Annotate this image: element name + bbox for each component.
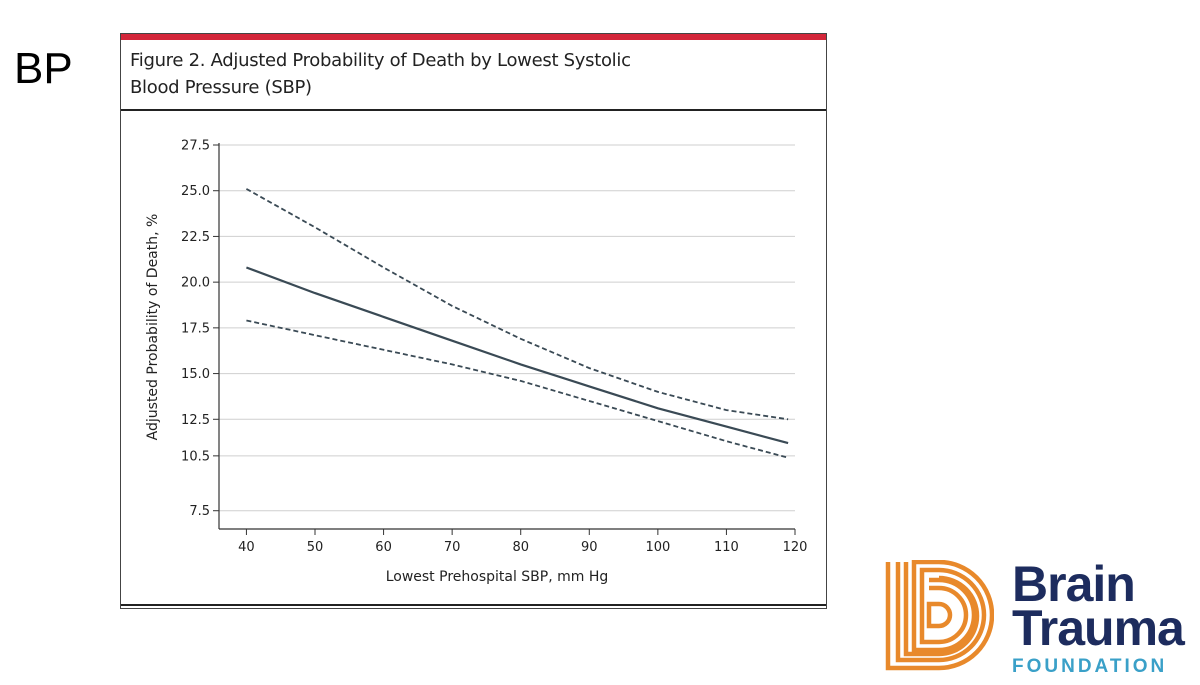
x-tick-label: 70 bbox=[444, 540, 461, 555]
figure-bottom-rule bbox=[121, 604, 826, 606]
figure-accent-bar bbox=[121, 34, 826, 40]
slide-label: BP bbox=[14, 44, 73, 93]
logo-trauma-text: Trauma bbox=[1012, 600, 1185, 656]
x-tick-label: 120 bbox=[783, 540, 808, 555]
x-tick-label: 40 bbox=[238, 540, 255, 555]
brain-trauma-logo-icon bbox=[885, 560, 994, 671]
figure-panel: Figure 2. Adjusted Probability of Death … bbox=[120, 33, 827, 609]
y-tick-label: 20.0 bbox=[181, 276, 210, 291]
y-tick-label: 17.5 bbox=[181, 321, 210, 336]
logo-wordmark: Brain Trauma FOUNDATION bbox=[1012, 556, 1185, 678]
x-tick-label: 90 bbox=[581, 540, 598, 555]
y-tick-label: 12.5 bbox=[181, 413, 210, 428]
x-tick-label: 80 bbox=[512, 540, 529, 555]
y-axis-label: Adjusted Probability of Death, % bbox=[145, 214, 161, 441]
logo-foundation-text: FOUNDATION bbox=[1012, 656, 1168, 677]
series-line-upper-ci bbox=[245, 188, 789, 421]
figure-title: Figure 2. Adjusted Probability of Death … bbox=[130, 47, 770, 101]
x-axis-label: Lowest Prehospital SBP, mm Hg bbox=[386, 569, 609, 585]
line-chart: 7.5 10.5 12.5 15.0 17.5 20.0 22.5 25.0 27.5 40 50 6… bbox=[145, 139, 808, 586]
y-tick-label: 15.0 bbox=[181, 367, 210, 382]
logo-brain-text: Brain bbox=[1012, 556, 1136, 612]
y-tick-label: 27.5 bbox=[181, 139, 210, 154]
figure-title-line2: Blood Pressure (SBP) bbox=[130, 77, 312, 98]
figure-title-rule bbox=[121, 109, 826, 111]
y-tick-label: 7.5 bbox=[189, 504, 210, 519]
figure-title-line1: Figure 2. Adjusted Probability of Death … bbox=[130, 50, 631, 71]
series-line-lower-ci bbox=[246, 319, 789, 459]
x-tick-label: 60 bbox=[375, 540, 392, 555]
x-tick-label: 50 bbox=[307, 540, 324, 555]
y-tick-label: 25.0 bbox=[181, 184, 210, 199]
y-tick-label: 22.5 bbox=[181, 230, 210, 245]
y-tick-label: 10.5 bbox=[181, 449, 210, 464]
x-tick-label: 110 bbox=[714, 540, 739, 555]
x-tick-label: 100 bbox=[645, 540, 670, 555]
series-line-probability bbox=[246, 266, 789, 445]
